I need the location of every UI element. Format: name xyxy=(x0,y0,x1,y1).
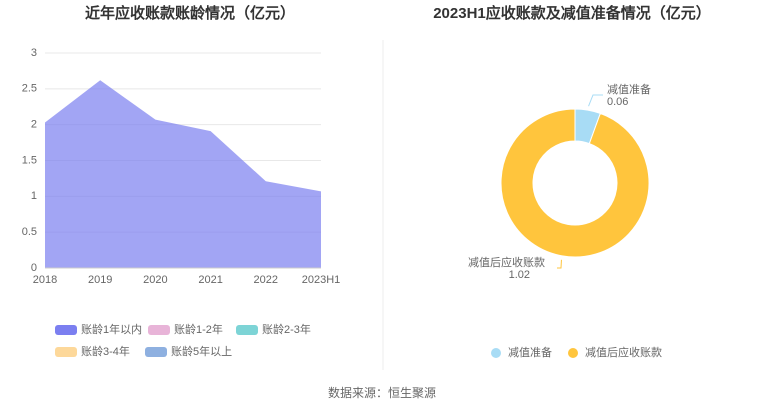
data-label: 减值后应收账款 xyxy=(468,255,545,269)
y-tick-label: 2 xyxy=(31,119,37,131)
x-tick-label: 2022 xyxy=(254,274,278,286)
x-tick-label: 2023H1 xyxy=(302,274,341,286)
chart-title: 2023H1应收账款及减值准备情况（亿元） xyxy=(433,4,711,22)
legend-swatch xyxy=(55,325,77,335)
legend-label: 账龄1年以内 xyxy=(81,322,142,336)
data-label: 减值准备 xyxy=(607,82,651,96)
legend-swatch xyxy=(491,348,501,358)
data-label: 1.02 xyxy=(509,269,530,281)
leader-line xyxy=(588,94,603,107)
legend-label: 账龄1-2年 xyxy=(174,322,223,336)
legend-swatch xyxy=(148,325,170,335)
legend-label: 账龄5年以上 xyxy=(171,344,232,358)
y-tick-label: 3 xyxy=(31,47,37,59)
chart-title: 近年应收账款账龄情况（亿元） xyxy=(85,4,295,22)
x-tick-label: 2018 xyxy=(33,274,57,286)
leader-line xyxy=(557,259,562,269)
area xyxy=(45,80,321,268)
x-tick-label: 2020 xyxy=(143,274,167,286)
slice xyxy=(500,108,650,258)
legend-label: 减值准备 xyxy=(508,345,552,359)
y-tick-label: 0 xyxy=(31,262,37,274)
legend-label: 账龄3-4年 xyxy=(81,344,130,358)
data-label: 0.06 xyxy=(607,96,628,108)
x-tick-label: 2021 xyxy=(198,274,222,286)
y-tick-label: 1 xyxy=(31,190,37,202)
legend-swatch xyxy=(568,348,578,358)
legend-label: 账龄2-3年 xyxy=(262,322,311,336)
y-tick-label: 2.5 xyxy=(22,83,37,95)
legend-swatch xyxy=(236,325,258,335)
source: 数据来源：恒生聚源 xyxy=(328,385,436,400)
legend-label: 减值后应收账款 xyxy=(585,345,662,359)
legend-swatch xyxy=(55,347,77,357)
legend-swatch xyxy=(145,347,167,357)
x-tick-label: 2019 xyxy=(88,274,112,286)
y-tick-label: 0.5 xyxy=(22,226,37,238)
y-tick-label: 1.5 xyxy=(22,154,37,166)
